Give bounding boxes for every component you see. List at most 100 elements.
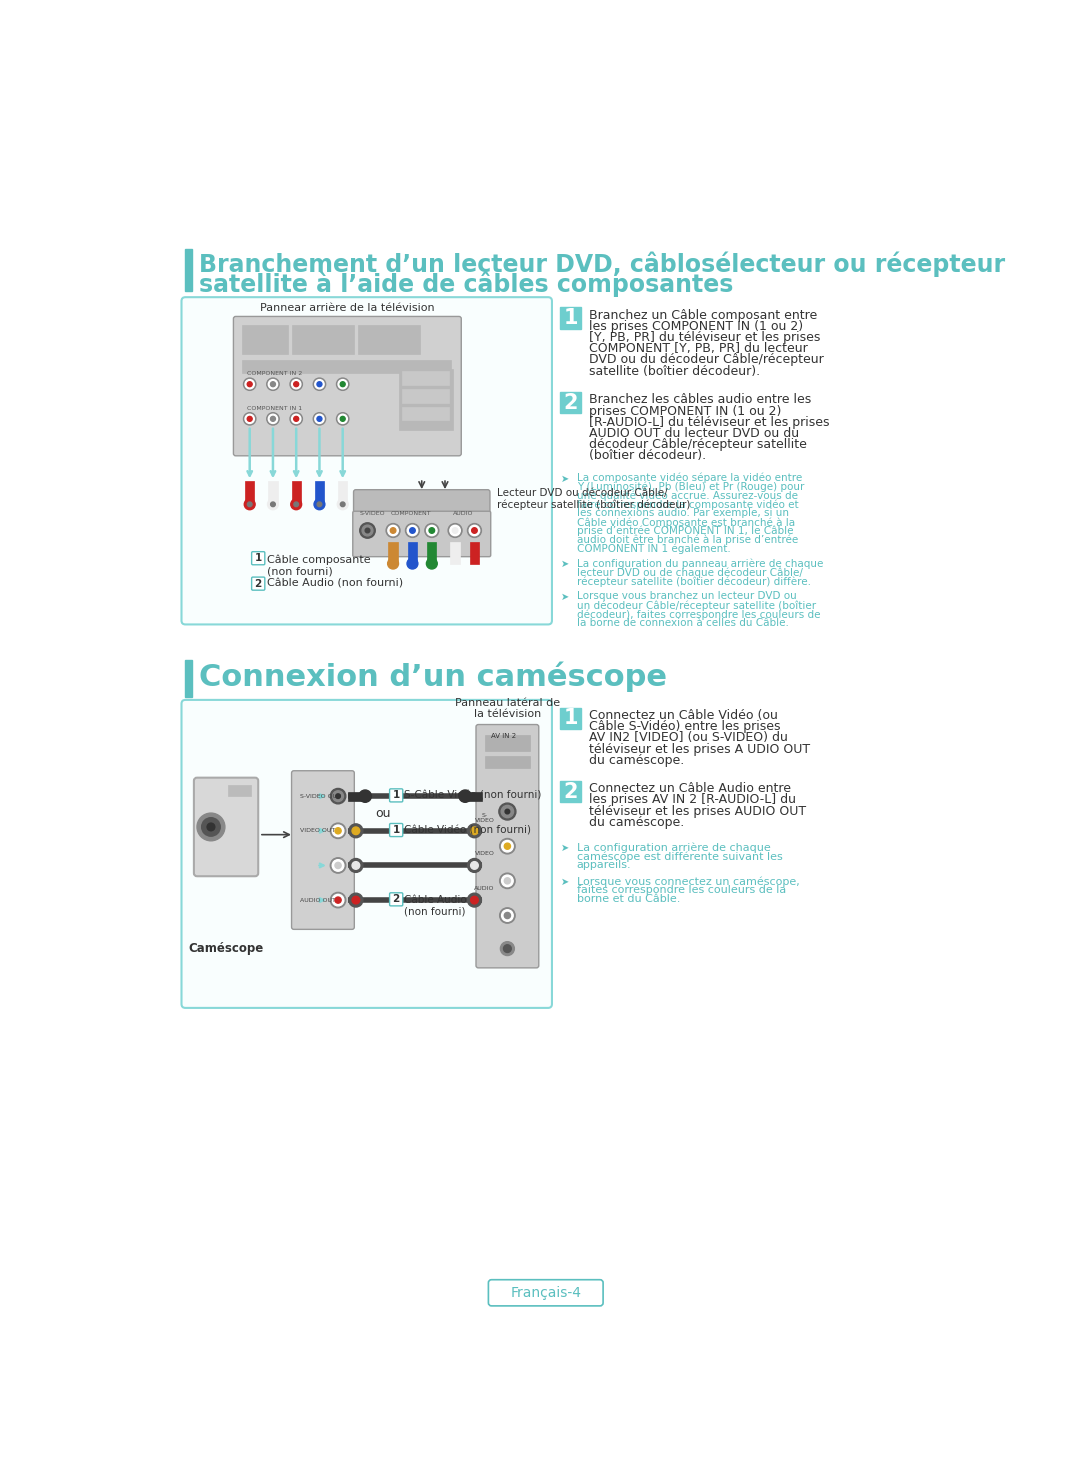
Text: ➤: ➤ (562, 877, 569, 888)
Circle shape (468, 858, 482, 873)
Bar (293, 325, 354, 354)
Text: la borne de connexion à celles du Câble.: la borne de connexion à celles du Câble. (577, 618, 788, 628)
Text: audio doit être branché à la prise d’entrée: audio doit être branché à la prise d’ent… (577, 535, 798, 545)
Bar (245, 482, 255, 504)
Circle shape (499, 803, 516, 820)
Circle shape (267, 378, 279, 390)
Circle shape (244, 499, 255, 510)
Circle shape (330, 823, 346, 839)
Circle shape (291, 499, 301, 510)
Text: AUDIO: AUDIO (453, 511, 473, 516)
Circle shape (468, 523, 482, 538)
Circle shape (352, 861, 360, 870)
Bar (403, 406, 449, 421)
Bar (559, 707, 581, 729)
Circle shape (501, 910, 513, 922)
Circle shape (387, 523, 400, 538)
Bar (399, 369, 453, 430)
Circle shape (330, 788, 346, 803)
Text: Français-4: Français-4 (510, 1286, 581, 1300)
Text: prises COMPONENT IN (1 ou 2): prises COMPONENT IN (1 ou 2) (590, 405, 782, 418)
Text: Branchement d’un lecteur DVD, câblosélecteur ou récepteur: Branchement d’un lecteur DVD, câblosélec… (199, 252, 1004, 277)
Circle shape (333, 825, 343, 836)
Text: Caméscope: Caméscope (188, 943, 264, 956)
Circle shape (500, 908, 515, 923)
Circle shape (468, 824, 482, 837)
Circle shape (365, 528, 369, 534)
Bar (465, 791, 482, 800)
Text: faire correspondre la composante vidéo et: faire correspondre la composante vidéo e… (577, 499, 798, 510)
Circle shape (291, 378, 302, 390)
Circle shape (501, 874, 513, 886)
Text: faites correspondre les couleurs de la: faites correspondre les couleurs de la (577, 885, 786, 895)
Text: satellite à l’aide de câbles composantes: satellite à l’aide de câbles composantes (199, 271, 733, 298)
Circle shape (247, 416, 252, 421)
Text: AUDIO: AUDIO (474, 886, 495, 891)
Circle shape (500, 873, 515, 889)
Bar (186, 249, 192, 290)
Circle shape (294, 382, 299, 387)
Text: Pannear arrière de la télévision: Pannear arrière de la télévision (260, 302, 434, 313)
Circle shape (335, 828, 341, 834)
Bar (408, 542, 417, 563)
Text: 1: 1 (564, 308, 578, 328)
Circle shape (448, 523, 462, 538)
Text: VIDEO: VIDEO (474, 852, 495, 857)
FancyBboxPatch shape (488, 1280, 603, 1306)
Text: ➤: ➤ (562, 593, 569, 602)
Text: décodeur), faites correspondre les couleurs de: décodeur), faites correspondre les coule… (577, 609, 820, 619)
Circle shape (202, 818, 220, 836)
Text: La configuration arrière de chaque: La configuration arrière de chaque (577, 842, 770, 852)
Circle shape (340, 502, 345, 507)
Circle shape (362, 525, 373, 536)
Circle shape (504, 913, 511, 919)
Text: Câble S-Vidéo) entre les prises: Câble S-Vidéo) entre les prises (590, 720, 781, 734)
Circle shape (388, 559, 399, 569)
Circle shape (450, 525, 460, 535)
Circle shape (338, 415, 348, 424)
Text: COMPONENT IN 1 également.: COMPONENT IN 1 également. (577, 544, 730, 554)
Circle shape (352, 827, 360, 834)
Circle shape (314, 499, 325, 510)
Circle shape (207, 823, 215, 831)
Bar (559, 391, 581, 413)
Circle shape (292, 415, 301, 424)
Text: S-Câble Vidéo (non fourni): S-Câble Vidéo (non fourni) (404, 791, 541, 800)
Text: 2: 2 (392, 894, 400, 904)
Circle shape (504, 843, 511, 849)
Text: appareils.: appareils. (577, 860, 632, 870)
Circle shape (340, 382, 346, 387)
Circle shape (268, 379, 278, 388)
Text: prise d’entrée COMPONENT IN 1, le Câble: prise d’entrée COMPONENT IN 1, le Câble (577, 526, 793, 536)
Circle shape (352, 897, 360, 904)
Circle shape (330, 858, 346, 873)
Circle shape (243, 378, 256, 390)
Circle shape (271, 502, 275, 507)
Circle shape (471, 897, 478, 904)
Text: récepteur satellite (boîtier décodeur) diffère.: récepteur satellite (boîtier décodeur) d… (577, 576, 811, 587)
Text: une qualité vidéo accrue. Assurez-vous de: une qualité vidéo accrue. Assurez-vous d… (577, 491, 798, 501)
Circle shape (359, 790, 372, 802)
Bar (292, 482, 301, 504)
Bar (228, 784, 252, 796)
Circle shape (500, 839, 515, 854)
Bar (559, 781, 581, 802)
Circle shape (424, 523, 438, 538)
Text: 2: 2 (564, 393, 578, 412)
Circle shape (247, 502, 252, 507)
Text: Câble Vidéo (non fourni): Câble Vidéo (non fourni) (404, 825, 531, 836)
Circle shape (471, 861, 478, 870)
Text: ➤: ➤ (562, 559, 569, 569)
Bar (389, 542, 397, 563)
Text: AUDIO OUT: AUDIO OUT (300, 898, 336, 903)
Text: COMPONENT IN 1: COMPONENT IN 1 (247, 406, 302, 411)
FancyBboxPatch shape (390, 788, 403, 802)
Circle shape (247, 382, 252, 387)
Text: satellite (boîtier décodeur).: satellite (boîtier décodeur). (590, 365, 760, 378)
Bar (403, 370, 449, 385)
Circle shape (316, 416, 322, 421)
Text: 2: 2 (564, 781, 578, 802)
Bar (428, 542, 436, 563)
Text: Branchez les câbles audio entre les: Branchez les câbles audio entre les (590, 393, 811, 406)
Circle shape (268, 499, 279, 510)
